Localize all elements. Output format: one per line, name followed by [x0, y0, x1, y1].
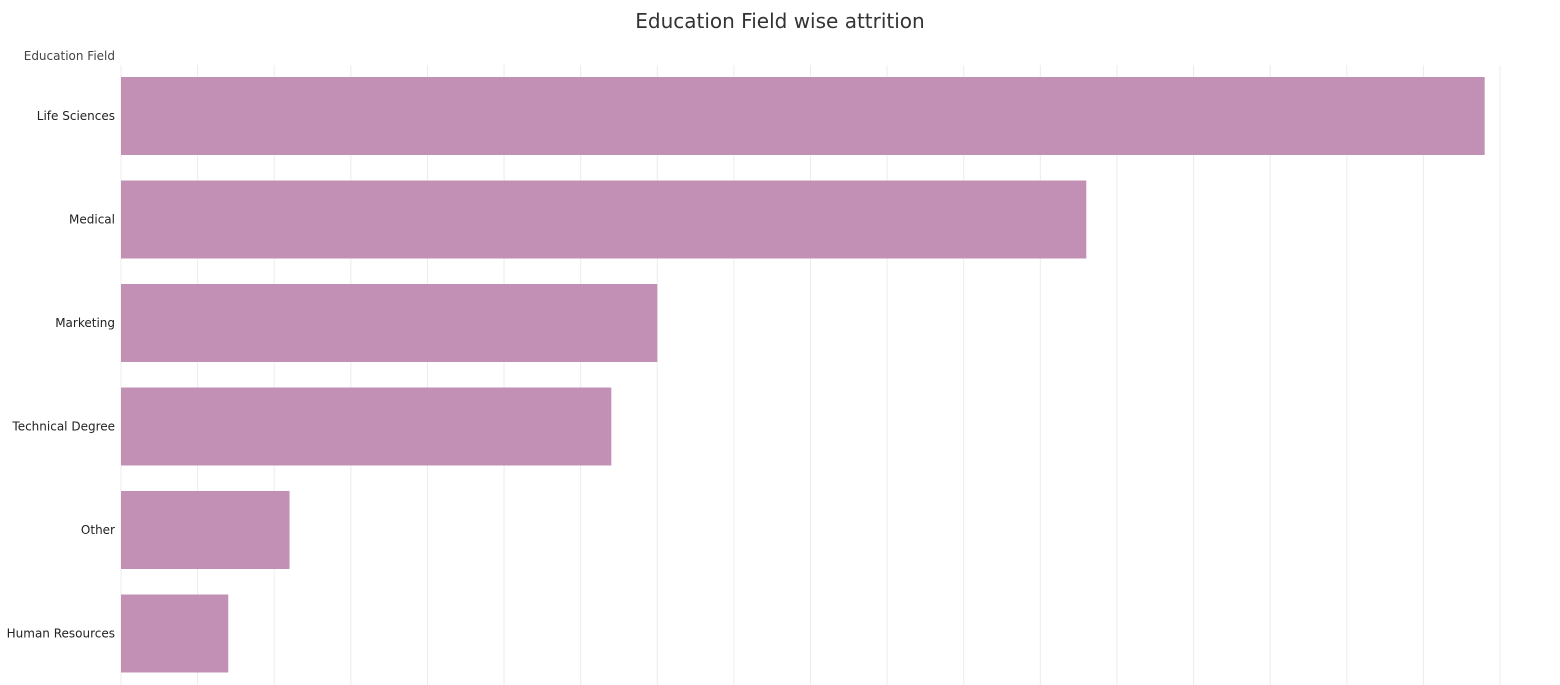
category-label: Life Sciences	[37, 109, 115, 123]
y-axis-title: Education Field	[24, 49, 115, 63]
category-label: Technical Degree	[11, 420, 115, 434]
bars	[121, 77, 1485, 673]
gridlines	[120, 65, 1501, 685]
bar-marketing	[121, 284, 658, 362]
bar-other	[121, 491, 290, 569]
category-labels: Life Sciences Medical Marketing Technical D…	[7, 109, 115, 641]
bar-technical-degree	[121, 387, 612, 466]
category-label: Medical	[69, 213, 115, 227]
bar-human-resources	[121, 594, 229, 673]
category-label: Human Resources	[7, 627, 115, 641]
chart-title: Education Field wise attrition	[635, 9, 924, 33]
category-label: Other	[81, 523, 115, 537]
category-label: Marketing	[55, 316, 115, 330]
bar-life-sciences	[121, 77, 1485, 155]
bar-medical	[121, 180, 1087, 259]
